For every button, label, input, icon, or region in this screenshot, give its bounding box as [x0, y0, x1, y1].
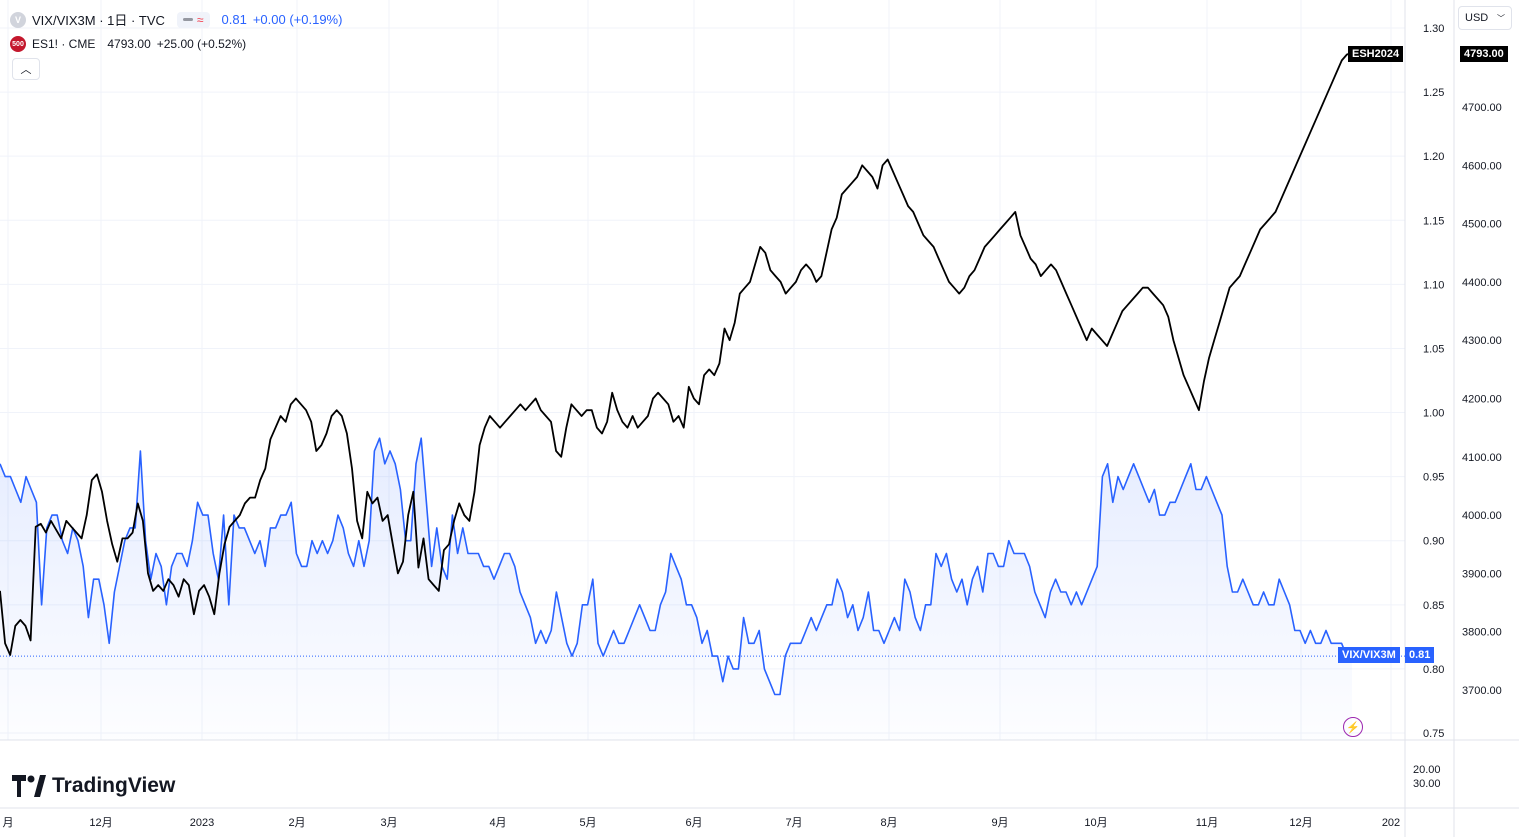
right-axis-tick: 3700.00 [1462, 685, 1502, 697]
right-axis-tick: 4400.00 [1462, 277, 1502, 289]
right-axis-tick: 4500.00 [1462, 219, 1502, 231]
right-axis-tick: 4100.00 [1462, 452, 1502, 464]
left-axis-tick: 1.05 [1423, 343, 1444, 355]
compare-symbol[interactable]: ES1! · CME [32, 37, 96, 51]
left-axis-tick: 1.25 [1423, 87, 1444, 99]
left-axis-tick: 0.75 [1423, 728, 1444, 740]
left-axis-tick: 0.95 [1423, 472, 1444, 484]
vix-symbol-label: VIX/VIX3M [1338, 647, 1400, 663]
currency-button[interactable]: USD ﹀ [1458, 6, 1512, 30]
main-series-legend[interactable]: V VIX/VIX3M · 1日 · TVC ≈ 0.81 +0.00 (+0.… [10, 10, 342, 29]
lower-pane-tick: 30.00 [1413, 778, 1441, 790]
right-axis-tick: 3900.00 [1462, 568, 1502, 580]
left-axis-tick: 1.00 [1423, 408, 1444, 420]
vix-series-line[interactable] [0, 437, 1352, 696]
tradingview-icon [12, 775, 46, 797]
es-series-line[interactable] [0, 51, 1353, 656]
left-axis-tick: 0.80 [1423, 664, 1444, 676]
left-axis-tick: 1.20 [1423, 151, 1444, 163]
x-tick-label: 11月 [1196, 817, 1218, 829]
compare-change: +25.00 (+0.52%) [156, 37, 247, 51]
es-symbol-label: ESH2024 [1348, 46, 1404, 62]
right-axis-tick: 4600.00 [1462, 160, 1502, 172]
compare-icon[interactable]: ≈ [196, 12, 204, 27]
chevron-up-icon: ︿ [20, 64, 32, 76]
right-axis-tick: 4000.00 [1462, 510, 1502, 522]
x-tick-label: 4月 [489, 817, 506, 829]
left-axis-tick: 1.15 [1423, 215, 1444, 227]
main-change: +0.00 (+0.19%) [252, 12, 343, 27]
x-tick-label: 6月 [685, 817, 702, 829]
compare-value: 4793.00 [107, 37, 151, 51]
x-tick-label: 月 [3, 817, 14, 829]
x-tick-label: 9月 [991, 817, 1008, 829]
currency-label: USD [1465, 12, 1489, 24]
left-axis-tick: 0.85 [1423, 600, 1444, 612]
vix-area-fill [0, 438, 1352, 740]
left-axis-tick: 0.90 [1423, 536, 1444, 548]
lightning-icon[interactable]: ⚡ [1343, 717, 1363, 737]
main-symbol[interactable]: VIX/VIX3M · 1日 · TVC [32, 13, 165, 28]
lower-pane-tick: 20.00 [1413, 764, 1441, 776]
x-tick-label: 5月 [579, 817, 596, 829]
series-logo-icon: V [10, 11, 26, 28]
compare-series-legend[interactable]: 500 ES1! · CME 4793.00 +25.00 (+0.52%) [10, 36, 246, 52]
left-axis-tick: 1.30 [1423, 23, 1444, 35]
right-axis-tick: 4300.00 [1462, 335, 1502, 347]
left-axis-tick: 1.10 [1423, 279, 1444, 291]
x-tick-label: 7月 [785, 817, 802, 829]
legend-controls[interactable]: ≈ [176, 11, 210, 28]
x-tick-label: 202 [1382, 817, 1400, 829]
tradingview-logo[interactable]: TradingView [12, 774, 175, 798]
es-logo-icon: 500 [10, 36, 26, 52]
brand-name: TradingView [52, 774, 176, 797]
x-tick-label: 8月 [880, 817, 897, 829]
collapse-legend-button[interactable]: ︿ [12, 58, 40, 80]
hide-series-icon[interactable] [182, 18, 193, 21]
main-value: 0.81 [221, 12, 247, 27]
x-tick-label: 10月 [1084, 817, 1107, 829]
x-tick-label: 12月 [1289, 817, 1312, 829]
x-tick-label: 3月 [380, 817, 397, 829]
right-axis-tick: 4200.00 [1462, 394, 1502, 406]
chevron-down-icon: ﹀ [1497, 13, 1505, 23]
x-tick-label: 12月 [89, 817, 112, 829]
right-axis-tick: 4700.00 [1462, 102, 1502, 114]
es-price-label: 4793.00 [1460, 46, 1508, 62]
vix-price-label: 0.81 [1405, 647, 1435, 663]
x-tick-label: 2月 [288, 817, 305, 829]
x-tick-label: 2023 [190, 817, 214, 829]
right-axis-tick: 3800.00 [1462, 627, 1502, 639]
